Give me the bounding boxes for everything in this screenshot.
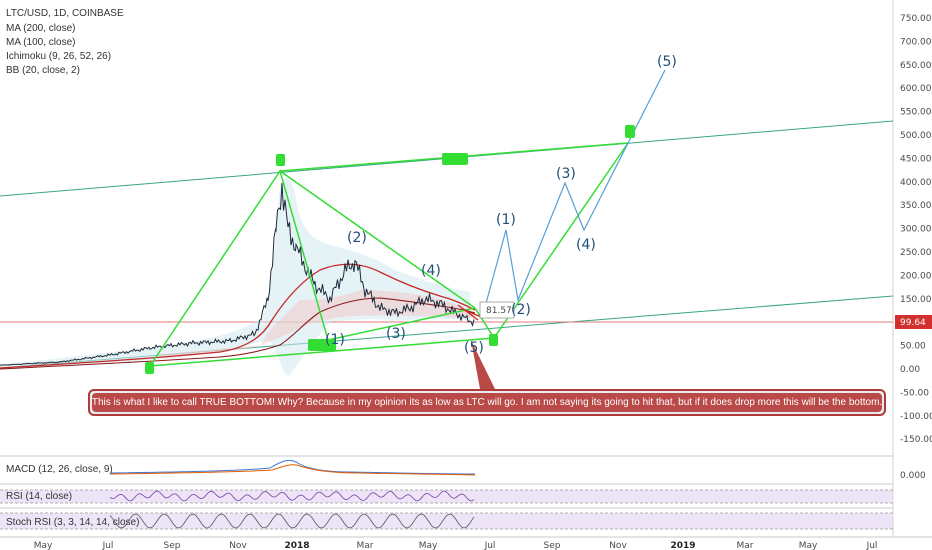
x-tick-label: Mar <box>737 541 754 550</box>
wave-label-proj-3: (3) <box>556 166 576 182</box>
wave-label-3: (3) <box>386 326 406 342</box>
y-tick-label: 650.00 <box>900 61 932 71</box>
stoch-line <box>109 513 475 529</box>
x-tick-label: Jul <box>102 541 114 550</box>
rsi-label[interactable]: RSI (14, close) <box>6 491 72 502</box>
red-wave-line <box>457 304 479 321</box>
main-pane[interactable] <box>0 0 893 456</box>
stoch-label[interactable]: Stoch RSI (3, 3, 14, 14, close) <box>6 517 139 528</box>
price-box-label: 81.57 <box>486 306 512 316</box>
y-tick-label: 50.00 <box>900 342 926 352</box>
wave-label-4: (4) <box>421 263 441 279</box>
wave-label-proj-4: (4) <box>576 237 596 253</box>
y-tick-label: 550.00 <box>900 108 932 118</box>
y-tick-label: -50.00 <box>900 388 929 398</box>
bollinger-band-fill <box>0 177 470 376</box>
badge-origin <box>145 362 154 374</box>
ichimoku-cloud <box>160 290 475 358</box>
legend-bb[interactable]: BB (20, close, 2) <box>6 65 80 76</box>
y-tick-label: 200.00 <box>900 271 932 281</box>
y-tick-label: -100.00 <box>900 412 932 422</box>
wave-label-proj-5: (5) <box>657 54 677 70</box>
wave-label-proj-2: (2) <box>511 302 531 318</box>
y-tick-label: -150.00 <box>900 435 932 445</box>
x-axis-ticks: May Jul Sep Nov 2018 Mar May Jul Sep Nov 2019 Mar Ma… <box>34 541 878 550</box>
rsi-band <box>0 490 893 503</box>
chart-title: LTC/USD, 1D, COINBASE <box>6 8 124 19</box>
y-tick-label: 0.00 <box>900 365 920 375</box>
current-price-tag <box>895 315 932 329</box>
macd-value: 0.000 <box>900 471 926 481</box>
x-tick-label: May <box>799 541 818 550</box>
wave-label-2: (2) <box>347 230 367 246</box>
x-tick-label: Mar <box>357 541 374 550</box>
x-tick-label: 2018 <box>284 541 309 550</box>
x-tick-label: Jul <box>866 541 878 550</box>
rsi-line <box>109 490 475 502</box>
x-tick-label: Sep <box>164 541 181 550</box>
legend-ichimoku[interactable]: Ichimoku (9, 26, 52, 26) <box>6 51 111 62</box>
y-tick-label: 350.00 <box>900 201 932 211</box>
badge-target <box>625 125 635 138</box>
badge-bottom <box>489 334 498 346</box>
ma-200-line <box>0 263 476 369</box>
badge-peak <box>276 154 285 166</box>
x-tick-label: Nov <box>229 541 247 550</box>
badge-upper-line <box>442 153 468 165</box>
y-tick-label: 500.00 <box>900 131 932 141</box>
y-tick-label: 150.00 <box>900 295 932 305</box>
macd-line <box>109 459 476 475</box>
macd-label[interactable]: MACD (12, 26, close, 9) <box>6 464 113 475</box>
x-tick-label: Jul <box>484 541 496 550</box>
y-tick-label: 600.00 <box>900 84 932 94</box>
green-lower-trendline <box>149 337 495 367</box>
callout-text: This is what I like to call TRUE BOTTOM!… <box>92 393 882 412</box>
stoch-band <box>0 513 893 529</box>
current-price-label: 99.64 <box>900 318 926 328</box>
legend-ma100[interactable]: MA (100, close) <box>6 37 75 48</box>
x-tick-label: 2019 <box>670 541 695 550</box>
y-tick-label: 400.00 <box>900 178 932 188</box>
price-line <box>0 183 475 366</box>
legend-ma200[interactable]: MA (200, close) <box>6 23 75 34</box>
y-tick-label: 300.00 <box>900 225 932 235</box>
green-descending-line <box>279 170 476 309</box>
price-box <box>479 301 515 319</box>
x-tick-label: May <box>419 541 438 550</box>
projection-line <box>481 69 666 319</box>
macd-signal-line <box>109 464 476 476</box>
x-tick-label: Sep <box>544 541 561 550</box>
badge-lower-line <box>308 339 336 351</box>
y-tick-label: 750.00 <box>900 14 932 24</box>
true-bottom-callout[interactable]: This is what I like to call TRUE BOTTOM!… <box>88 389 886 416</box>
callout-pointer <box>471 340 495 389</box>
x-tick-label: May <box>34 541 53 550</box>
wave-label-5: (5) <box>464 340 484 356</box>
y-tick-label: 450.00 <box>900 154 932 164</box>
wave-label-proj-1: (1) <box>496 212 516 228</box>
y-tick-label: 250.00 <box>900 248 932 258</box>
y-axis-ticks: 750.00 700.00 650.00 600.00 550.00 500.00 450.… <box>900 14 932 445</box>
y-tick-label: 700.00 <box>900 37 932 47</box>
wave-label-1: (1) <box>325 332 345 348</box>
x-tick-label: Nov <box>609 541 627 550</box>
